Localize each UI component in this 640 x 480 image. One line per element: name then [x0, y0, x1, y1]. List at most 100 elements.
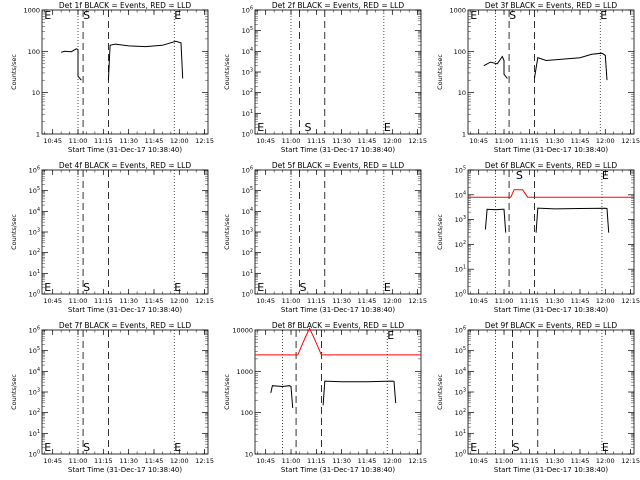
y-tick-label: 103 [242, 228, 253, 237]
y-axis-label: Counts/sec [10, 374, 18, 410]
x-tick-label: 11:15 [307, 457, 326, 465]
x-tick-label: 10:45 [43, 137, 62, 145]
event-marker-e: E [257, 121, 264, 134]
y-tick-label: 1 [462, 131, 466, 139]
event-marker-e: E [384, 281, 391, 294]
panel-title: Det 2f BLACK = Events, RED = LLD [272, 1, 405, 10]
x-axis-label: Start Time (31-Dec-17 10:38:40) [281, 146, 395, 154]
x-tick-label: 12:00 [383, 457, 402, 465]
y-tick-label: 102 [455, 240, 466, 249]
y-tick-label: 101 [455, 429, 466, 438]
x-tick-label: 11:30 [119, 137, 138, 145]
y-axis-label: Counts/sec [436, 374, 444, 410]
y-tick-label: 101 [242, 269, 253, 278]
event-rate-line [535, 207, 610, 233]
event-marker-e: E [470, 9, 477, 22]
x-tick-label: 11:45 [145, 137, 164, 145]
panel-det-4: Det 4f BLACK = Events, RED = LLD 10:45 11:… [10, 161, 214, 314]
x-tick-label: 10:45 [43, 297, 62, 305]
y-axis-label: Counts/sec [436, 214, 444, 250]
y-tick-label: 106 [455, 326, 466, 335]
x-axis-label: Start Time (31-Dec-17 10:38:40) [494, 146, 608, 154]
y-tick-label: 10 [245, 451, 253, 459]
event-marker-e: E [44, 9, 51, 22]
x-axis-label: Start Time (31-Dec-17 10:38:40) [281, 306, 395, 314]
event-marker-e: E [174, 441, 181, 454]
y-tick-label: 103 [455, 388, 466, 397]
x-tick-label: 11:45 [571, 297, 590, 305]
x-tick-label: 12:15 [195, 457, 214, 465]
y-tick-label: 104 [29, 207, 40, 216]
y-axis-label: Counts/sec [223, 214, 231, 250]
x-tick-label: 11:30 [119, 457, 138, 465]
x-tick-label: 12:00 [596, 457, 615, 465]
event-marker-s: S [299, 281, 306, 294]
x-tick-label: 11:15 [520, 137, 539, 145]
x-tick-label: 11:45 [145, 297, 164, 305]
panel-det-5: Det 5f BLACK = Events, RED = LLD 10:45 11:… [223, 161, 427, 314]
x-tick-label: 10:45 [469, 297, 488, 305]
x-tick-label: 10:45 [256, 457, 275, 465]
y-tick-label: 102 [29, 408, 40, 417]
plot-frame [41, 9, 209, 135]
panel-det-9: Det 9f BLACK = Events, RED = LLD 10:45 11:… [436, 321, 640, 474]
y-tick-label: 102 [242, 248, 253, 257]
panel-title: Det 1f BLACK = Events, RED = LLD [59, 1, 192, 10]
panel-det-3: Det 3f BLACK = Events, RED = LLD 10:45 11:… [436, 1, 640, 154]
y-tick-label: 105 [29, 346, 40, 355]
x-tick-label: 11:45 [358, 457, 377, 465]
panel-det-6: Det 6f BLACK = Events, RED = LLD 10:45 11:… [436, 161, 640, 314]
panel-title: Det 9f BLACK = Events, RED = LLD [485, 321, 618, 330]
x-tick-label: 11:30 [332, 137, 351, 145]
x-axis-label: Start Time (31-Dec-17 10:38:40) [494, 306, 608, 314]
event-rate-line [483, 55, 508, 79]
y-tick-label: 1000 [449, 7, 466, 15]
event-marker-e: E [387, 329, 394, 342]
x-tick-label: 11:00 [69, 297, 88, 305]
y-axis-label: Counts/sec [223, 54, 231, 90]
event-rate-line [107, 40, 184, 81]
y-tick-label: 105 [29, 186, 40, 195]
event-marker-e: E [174, 9, 181, 22]
plot-frame [467, 9, 635, 135]
plot-frame [254, 169, 422, 295]
y-tick-label: 102 [242, 88, 253, 97]
plot-frame [467, 329, 635, 455]
panel-title: Det 7f BLACK = Events, RED = LLD [59, 321, 192, 330]
event-rate-line [322, 380, 397, 406]
lld-rate-line [468, 189, 634, 198]
x-tick-label: 11:30 [545, 137, 564, 145]
x-tick-label: 12:15 [621, 297, 640, 305]
event-marker-e: E [470, 441, 477, 454]
plot-frame [467, 169, 635, 295]
y-tick-label: 104 [242, 207, 253, 216]
x-tick-label: 11:45 [571, 457, 590, 465]
x-tick-label: 12:15 [621, 137, 640, 145]
y-tick-label: 100 [29, 450, 40, 459]
x-tick-label: 12:00 [383, 137, 402, 145]
y-axis-label: Counts/sec [10, 214, 18, 250]
x-tick-label: 11:45 [571, 137, 590, 145]
event-marker-s: S [509, 9, 516, 22]
y-tick-label: 105 [242, 186, 253, 195]
y-axis-label: Counts/sec [436, 54, 444, 90]
panel-det-7: Det 7f BLACK = Events, RED = LLD 10:45 11:… [10, 321, 214, 474]
x-tick-label: 12:15 [408, 457, 427, 465]
x-tick-label: 11:15 [94, 297, 113, 305]
y-tick-label: 100 [29, 290, 40, 299]
x-tick-label: 11:15 [520, 297, 539, 305]
x-tick-label: 12:00 [596, 297, 615, 305]
y-tick-label: 100 [242, 290, 253, 299]
x-tick-label: 11:45 [358, 137, 377, 145]
x-axis-label: Start Time (31-Dec-17 10:38:40) [281, 466, 395, 474]
x-axis-label: Start Time (31-Dec-17 10:38:40) [68, 146, 182, 154]
x-axis-label: Start Time (31-Dec-17 10:38:40) [68, 466, 182, 474]
y-tick-label: 105 [455, 346, 466, 355]
x-tick-label: 12:00 [383, 297, 402, 305]
x-tick-label: 12:00 [170, 457, 189, 465]
x-tick-label: 11:00 [282, 457, 301, 465]
y-tick-label: 1 [36, 131, 40, 139]
panel-title: Det 3f BLACK = Events, RED = LLD [485, 1, 618, 10]
event-marker-e: E [384, 121, 391, 134]
